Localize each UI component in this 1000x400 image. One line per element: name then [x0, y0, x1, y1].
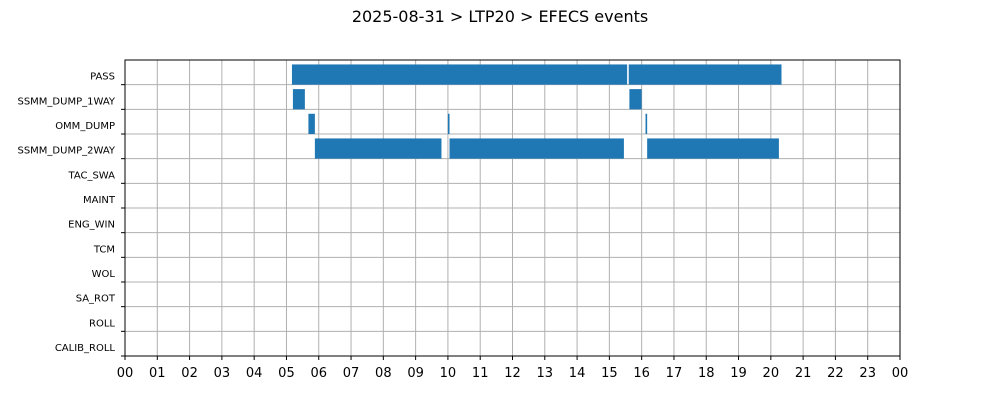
x-tick-label: 08: [375, 366, 392, 381]
x-tick-label: 16: [633, 366, 650, 381]
y-tick-label: CALIB_ROLL: [55, 343, 116, 354]
x-tick-label: 06: [310, 366, 327, 381]
x-tick-label: 07: [343, 366, 360, 381]
x-tick-label: 00: [117, 366, 134, 381]
y-tick-label: TCM: [93, 244, 115, 255]
event-bar-ssmm-dump-2way: [449, 138, 624, 159]
x-tick-label: 00: [892, 366, 909, 381]
chart-title: 2025-08-31 > LTP20 > EFECS events: [352, 7, 648, 26]
x-tick-label: 12: [504, 366, 521, 381]
event-bar-omm-dump: [645, 113, 648, 134]
grid-lines: [125, 60, 900, 356]
event-bar-pass: [628, 64, 782, 85]
y-tick-label: PASS: [90, 72, 115, 83]
x-tick-label: 02: [181, 366, 198, 381]
x-tick-label: 15: [601, 366, 618, 381]
event-bar-ssmm-dump-1way: [629, 89, 642, 110]
x-tick-label: 11: [472, 366, 489, 381]
y-tick-label: SSMM_DUMP_1WAY: [17, 96, 115, 107]
y-tick-label: MAINT: [83, 195, 116, 206]
event-bar-omm-dump: [308, 113, 315, 134]
x-tick-label: 09: [407, 366, 424, 381]
x-tick-label: 21: [795, 366, 812, 381]
y-tick-label: ENG_WIN: [68, 220, 115, 231]
x-tick-label: 01: [149, 366, 166, 381]
event-bar-pass: [291, 64, 628, 85]
y-tick-label: SA_ROT: [76, 294, 116, 305]
y-tick-label: ROLL: [89, 318, 115, 329]
x-tick-label: 20: [763, 366, 780, 381]
x-tick-label: 18: [698, 366, 715, 381]
event-bar-ssmm-dump-2way: [314, 138, 442, 159]
event-bars: [291, 64, 782, 159]
x-tick-label: 14: [569, 366, 586, 381]
event-bar-ssmm-dump-2way: [647, 138, 779, 159]
x-tick-label: 10: [440, 366, 457, 381]
plot-frame: [124, 59, 901, 357]
x-tick-label: 22: [827, 366, 844, 381]
x-tick-label: 03: [214, 366, 231, 381]
y-tick-label: OMM_DUMP: [55, 121, 115, 132]
y-tick-label: WOL: [92, 269, 116, 280]
x-tick-label: 05: [278, 366, 295, 381]
x-tick-label: 13: [537, 366, 554, 381]
x-tick-label: 19: [730, 366, 747, 381]
x-tick-label: 17: [666, 366, 683, 381]
y-tick-label: TAC_SWA: [67, 170, 115, 181]
x-tick-label: 23: [859, 366, 876, 381]
y-tick-label: SSMM_DUMP_2WAY: [17, 146, 115, 157]
event-bar-omm-dump: [447, 113, 450, 134]
axis-ticks: 00 01 02 03 04 05 06 07 08 09 10 11 12 13 14 15 16 17 18 19…: [17, 72, 908, 381]
event-bar-ssmm-dump-1way: [292, 89, 305, 110]
x-tick-label: 04: [246, 366, 263, 381]
